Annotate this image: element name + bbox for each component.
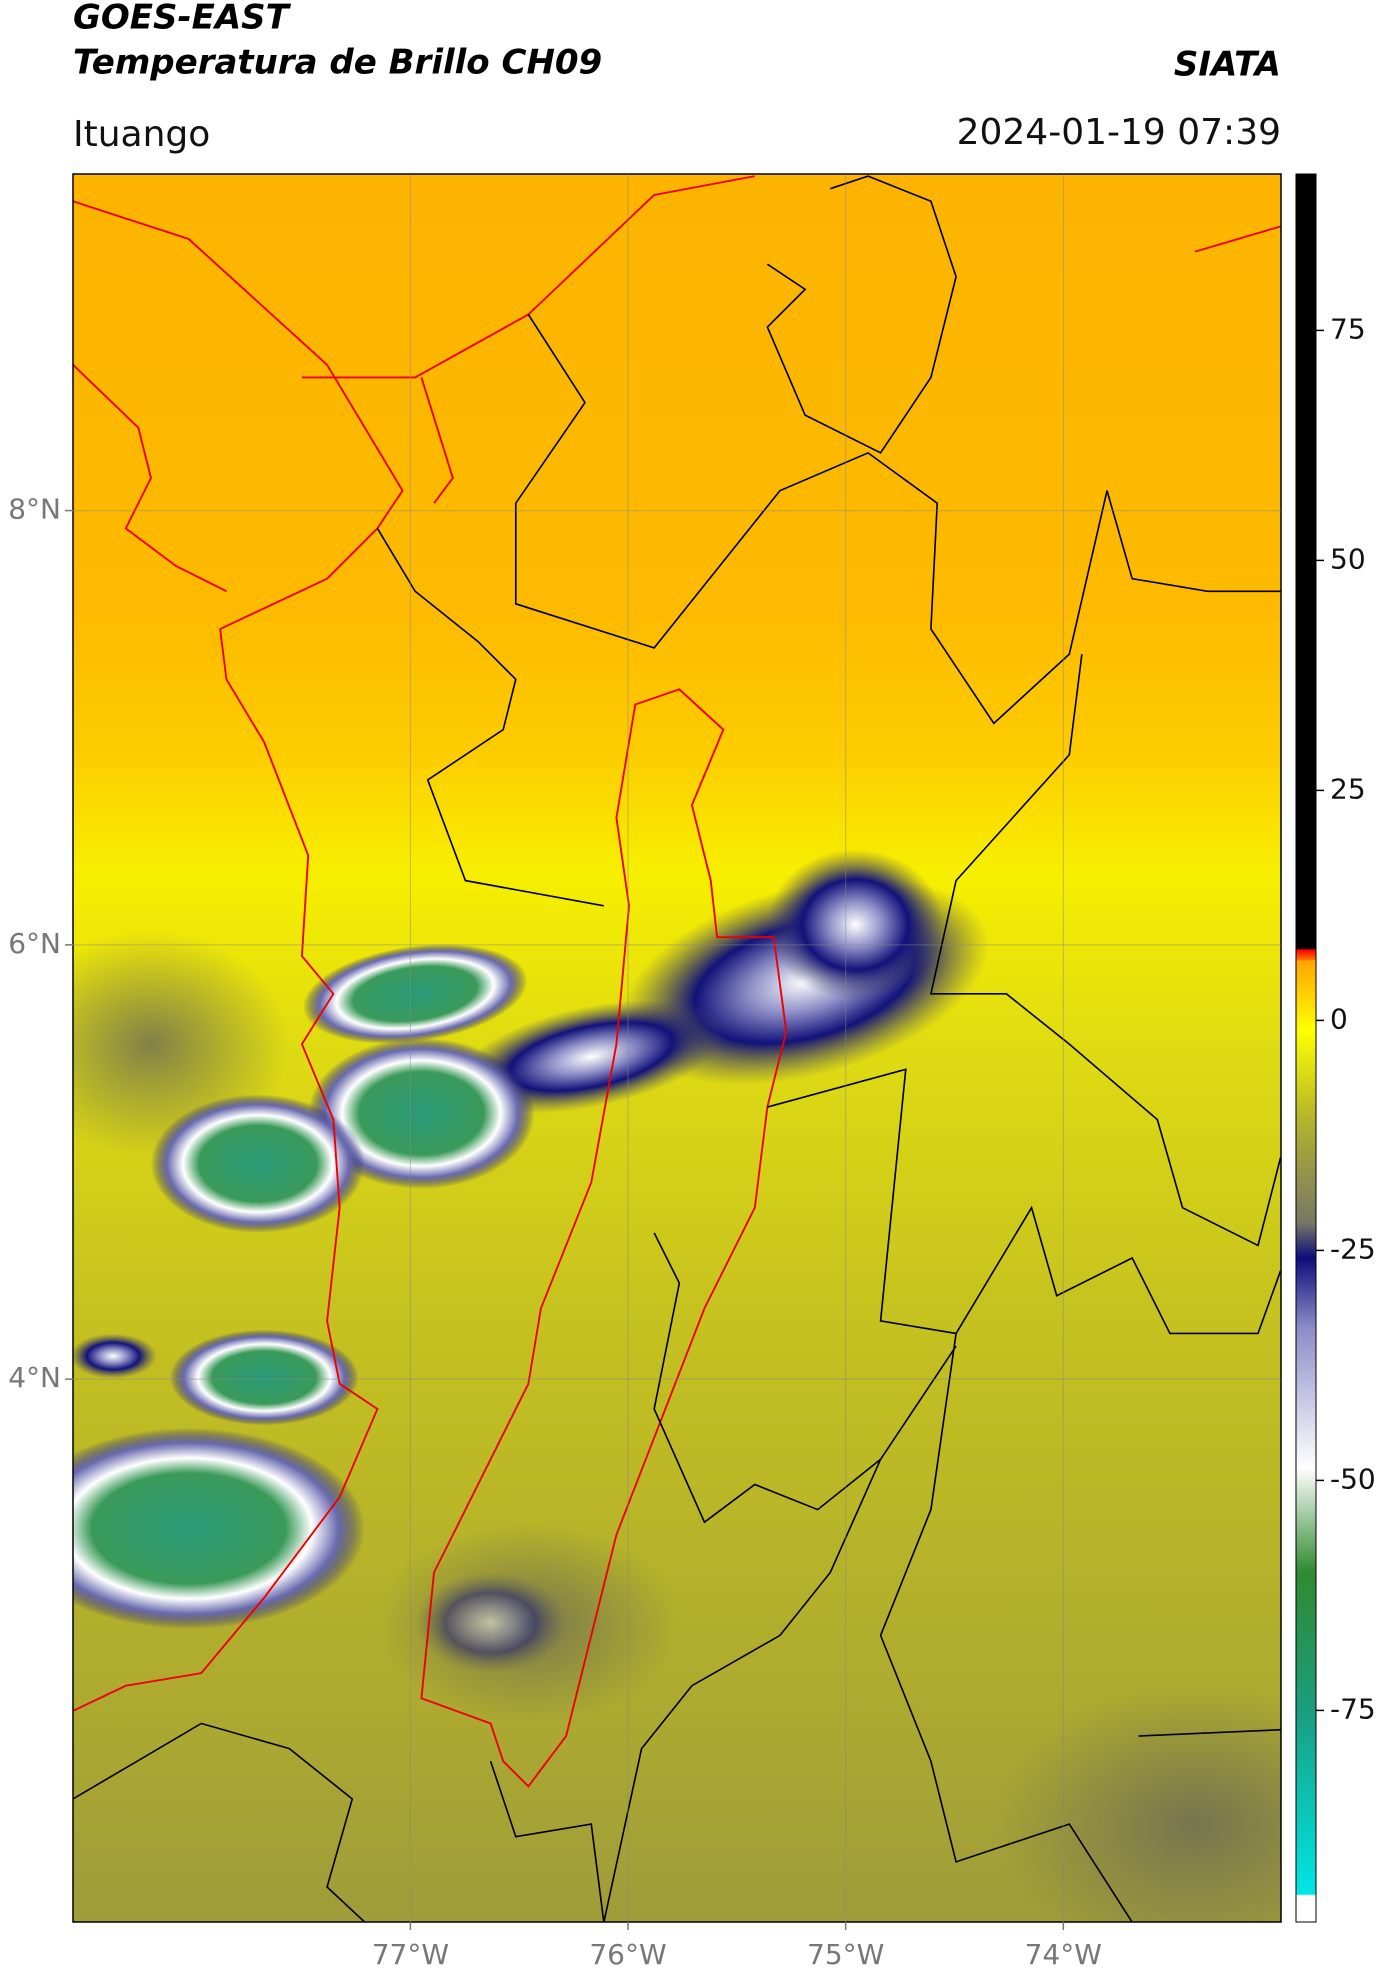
- colorbar-tick-label: -50: [1330, 1462, 1376, 1495]
- map-field: [73, 174, 1281, 1922]
- x-tick-label: 75°W: [807, 1938, 884, 1971]
- y-tick-label: 8°N: [8, 493, 61, 526]
- x-tick-label: 74°W: [1025, 1938, 1102, 1971]
- colorbar-tick-label: -75: [1330, 1692, 1376, 1725]
- title: GOES-EAST: [73, 0, 292, 38]
- x-tick-label: 77°W: [372, 1938, 449, 1971]
- colorbar-tick-label: 25: [1330, 772, 1366, 805]
- map-layers: [73, 175, 1281, 1922]
- colorbar-tick-label: 75: [1330, 312, 1366, 345]
- datetime: 2024-01-19 07:39: [957, 112, 1281, 153]
- y-tick-label: 6°N: [8, 927, 61, 960]
- x-tick-label: 76°W: [589, 1938, 666, 1971]
- colorbar-tick-label: 50: [1330, 542, 1366, 575]
- colorbar-tick-label: 0: [1330, 1002, 1348, 1035]
- y-tick-label: 4°N: [8, 1361, 61, 1394]
- colorbar: [1295, 173, 1317, 1923]
- subtitle: Temperatura de Brillo CH09: [73, 43, 602, 83]
- map-frame: [72, 173, 1282, 1923]
- org: SIATA: [1174, 45, 1281, 85]
- location: Ituango: [73, 114, 210, 155]
- colorbar-tick-label: -25: [1330, 1232, 1376, 1265]
